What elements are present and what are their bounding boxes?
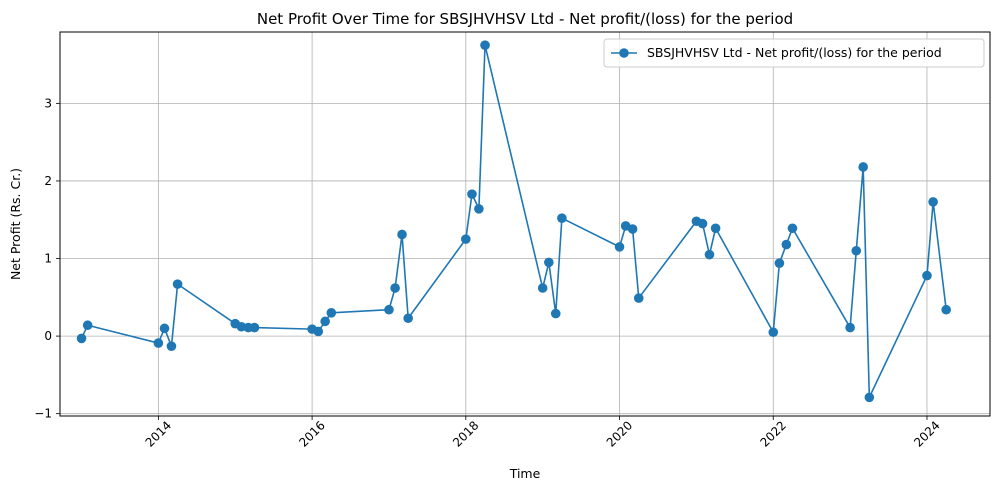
data-point — [787, 223, 798, 234]
y-axis: −1 0 1 2 3 — [34, 96, 60, 421]
data-point — [537, 283, 548, 293]
data-point — [633, 293, 644, 303]
x-axis: 2014 2016 2018 2020 2022 2024 — [143, 416, 943, 450]
data-point — [550, 308, 561, 319]
data-point — [858, 162, 868, 172]
data-point — [922, 270, 932, 281]
y-tick-label: 1 — [44, 252, 52, 266]
data-point — [845, 322, 855, 333]
data-point — [697, 218, 708, 229]
data-point — [774, 258, 785, 268]
legend: SBSJHVHSV Ltd - Net profit/(loss) for th… — [603, 38, 985, 68]
data-point — [474, 204, 484, 214]
data-point — [76, 333, 87, 344]
grid — [60, 32, 990, 416]
data-point — [159, 323, 170, 334]
data-point — [941, 304, 951, 315]
data-point — [557, 213, 567, 223]
data-point — [710, 223, 721, 234]
series-line — [80, 44, 947, 399]
data-point — [403, 313, 413, 324]
data-point — [326, 308, 337, 318]
y-tick-label: 0 — [44, 329, 52, 343]
data-point — [467, 189, 477, 199]
legend-label: SBSJHVHSV Ltd - Net profit/(loss) for th… — [647, 45, 942, 60]
data-point — [627, 224, 638, 234]
x-tick-label: 2020 — [604, 418, 635, 449]
data-point — [864, 392, 875, 403]
data-point — [768, 327, 779, 338]
plot-frame — [59, 31, 991, 417]
data-point — [153, 338, 164, 348]
data-point — [249, 322, 260, 333]
data-point — [781, 239, 792, 250]
x-tick-label: 2014 — [143, 418, 174, 449]
data-point — [704, 249, 715, 260]
data-point — [461, 234, 471, 244]
legend-box — [603, 38, 985, 68]
y-axis-label: Net Profit (Rs. Cr.) — [8, 168, 23, 280]
y-tick-label: −1 — [34, 407, 52, 421]
data-point — [851, 245, 862, 256]
x-tick-label: 2022 — [758, 418, 789, 449]
data-point — [480, 40, 490, 50]
x-tick-label: 2016 — [296, 418, 327, 449]
data-point — [390, 283, 400, 293]
data-point — [82, 320, 93, 331]
data-point — [544, 257, 554, 268]
x-axis-label: Time — [509, 466, 541, 481]
chart-title: Net Profit Over Time for SBSJHVHSV Ltd -… — [257, 10, 793, 28]
data-point — [320, 316, 330, 327]
data-point — [384, 304, 394, 315]
y-tick-label: 2 — [44, 174, 52, 188]
x-tick-label: 2024 — [911, 418, 942, 449]
data-point — [236, 321, 247, 332]
data-point — [614, 242, 625, 252]
data-point — [928, 197, 938, 207]
legend-marker — [619, 48, 629, 58]
data-point — [172, 279, 183, 289]
data-point — [397, 229, 407, 240]
x-tick-label: 2018 — [450, 418, 481, 449]
series-layer — [76, 40, 951, 403]
data-point — [166, 341, 177, 351]
y-tick-label: 3 — [44, 96, 52, 110]
data-point — [313, 326, 324, 337]
